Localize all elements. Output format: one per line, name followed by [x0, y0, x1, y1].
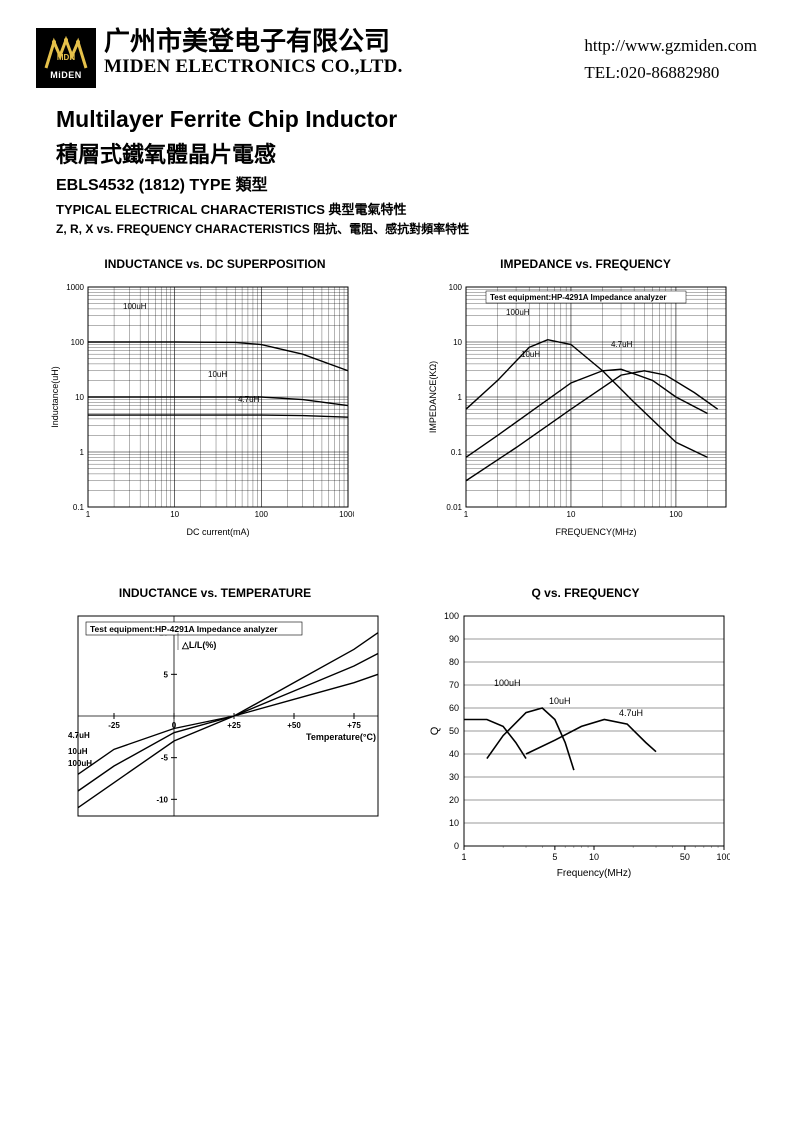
- svg-text:+50: +50: [287, 721, 301, 730]
- svg-text:100uH: 100uH: [506, 308, 530, 317]
- svg-text:0.01: 0.01: [446, 503, 462, 512]
- svg-text:Test equipment:HP-4291A Impeda: Test equipment:HP-4291A Impedance analyz…: [490, 293, 667, 302]
- svg-text:IMPEDANCE(KΩ): IMPEDANCE(KΩ): [428, 361, 438, 433]
- svg-text:1000: 1000: [339, 510, 354, 519]
- company-tel: TEL:020-86882980: [584, 59, 757, 86]
- company-name-en: MIDEN ELECTRONICS CO.,LTD.: [104, 57, 403, 78]
- svg-text:Temperature(°C): Temperature(°C): [306, 732, 376, 742]
- svg-text:20: 20: [449, 795, 459, 805]
- svg-text:90: 90: [449, 634, 459, 644]
- svg-text:1: 1: [464, 510, 469, 519]
- company-block: 广州市美登电子有限公司 MIDEN ELECTRONICS CO.,LTD.: [104, 28, 403, 77]
- chart2-cell: IMPEDANCE vs. FREQUENCY 1 10 100 0.01 0.1 1 10…: [424, 257, 747, 546]
- svg-text:0.1: 0.1: [73, 503, 85, 512]
- svg-text:Q: Q: [429, 726, 441, 735]
- header: MDN MiDEN 广州市美登电子有限公司 MIDEN ELECTRONICS …: [36, 28, 757, 88]
- titles: Multilayer Ferrite Chip Inductor 積層式鐵氧體晶…: [56, 106, 757, 237]
- chart1-title: INDUCTANCE vs. DC SUPERPOSITION: [46, 257, 384, 271]
- svg-text:4.7uH: 4.7uH: [619, 708, 643, 718]
- chart1-plot: 11010010000.11101001000100uH10uH4.7uHDC …: [46, 279, 384, 546]
- svg-text:80: 80: [449, 657, 459, 667]
- chart3-cell: INDUCTANCE vs. TEMPERATURE -250+25+50+75…: [46, 586, 384, 885]
- svg-text:100: 100: [71, 338, 85, 347]
- svg-text:1: 1: [80, 448, 85, 457]
- chart4-cell: Q vs. FREQUENCY 0 10 20 30 40 50 60 70 80 90 100 1 5…: [424, 586, 747, 885]
- svg-text:5: 5: [164, 670, 169, 679]
- svg-text:1: 1: [458, 393, 463, 402]
- svg-text:-10: -10: [156, 795, 168, 804]
- svg-text:50: 50: [680, 852, 690, 862]
- header-right: http://www.gzmiden.com TEL:020-86882980: [584, 28, 757, 86]
- svg-text:100: 100: [444, 611, 459, 621]
- svg-text:DC current(mA): DC current(mA): [186, 527, 249, 537]
- svg-text:60: 60: [449, 703, 459, 713]
- svg-text:40: 40: [449, 749, 459, 759]
- svg-text:100uH: 100uH: [494, 678, 521, 688]
- svg-text:4.7uH: 4.7uH: [238, 395, 260, 404]
- svg-text:10: 10: [453, 338, 462, 347]
- chart3-title: INDUCTANCE vs. TEMPERATURE: [46, 586, 384, 600]
- svg-text:-25: -25: [108, 721, 120, 730]
- svg-text:0.1: 0.1: [451, 448, 463, 457]
- svg-text:+25: +25: [227, 721, 241, 730]
- svg-text:10uH: 10uH: [208, 370, 227, 379]
- svg-text:10: 10: [170, 510, 179, 519]
- svg-text:-5: -5: [161, 754, 169, 763]
- title-char: TYPICAL ELECTRICAL CHARACTERISTICS 典型電氣特…: [56, 199, 757, 218]
- company-name-cn: 广州市美登电子有限公司: [104, 28, 403, 57]
- title-model: EBLS4532 (1812) TYPE 類型: [56, 171, 757, 195]
- chart3-plot: -250+25+50+75-10-5510Test equipment:HP-4…: [46, 608, 384, 831]
- svg-text:FREQUENCY(MHz): FREQUENCY(MHz): [556, 527, 637, 537]
- chart2-title: IMPEDANCE vs. FREQUENCY: [424, 257, 747, 271]
- logo-text: MiDEN: [50, 70, 82, 80]
- svg-text:1000: 1000: [66, 283, 84, 292]
- svg-text:5: 5: [552, 852, 557, 862]
- svg-text:10uH: 10uH: [68, 747, 88, 756]
- svg-text:Inductance(uH): Inductance(uH): [50, 366, 60, 428]
- svg-text:100: 100: [669, 510, 683, 519]
- svg-text:+75: +75: [347, 721, 361, 730]
- svg-text:100uH: 100uH: [123, 302, 147, 311]
- chart2-plot: 1 10 100 0.01 0.1 1 10 100 Test equipment:HP-429…: [424, 279, 747, 546]
- svg-text:1: 1: [461, 852, 466, 862]
- title-main: Multilayer Ferrite Chip Inductor: [56, 106, 757, 133]
- svg-text:10uH: 10uH: [549, 696, 571, 706]
- logo: MDN MiDEN: [36, 28, 96, 88]
- company-url: http://www.gzmiden.com: [584, 32, 757, 59]
- charts-grid: INDUCTANCE vs. DC SUPERPOSITION 11010010…: [36, 257, 757, 885]
- svg-text:100: 100: [449, 283, 463, 292]
- header-left: MDN MiDEN 广州市美登电子有限公司 MIDEN ELECTRONICS …: [36, 28, 403, 88]
- svg-text:100: 100: [716, 852, 730, 862]
- svg-text:△L/L(%): △L/L(%): [181, 640, 216, 650]
- svg-text:Frequency(MHz): Frequency(MHz): [557, 868, 631, 879]
- svg-text:50: 50: [449, 726, 459, 736]
- chart1-cell: INDUCTANCE vs. DC SUPERPOSITION 11010010…: [46, 257, 384, 546]
- svg-text:10uH: 10uH: [521, 350, 540, 359]
- svg-text:MDN: MDN: [57, 53, 75, 62]
- svg-text:4.7uH: 4.7uH: [611, 340, 633, 349]
- chart4-plot: 0 10 20 30 40 50 60 70 80 90 100 1 5 10 50 100 100uH 10uH…: [424, 608, 747, 885]
- svg-text:10: 10: [449, 818, 459, 828]
- svg-text:100: 100: [255, 510, 269, 519]
- svg-text:30: 30: [449, 772, 459, 782]
- chart4-title: Q vs. FREQUENCY: [424, 586, 747, 600]
- svg-text:4.7uH: 4.7uH: [68, 731, 90, 740]
- title-zrx: Z, R, X vs. FREQUENCY CHARACTERISTICS 阻抗…: [56, 220, 757, 237]
- title-cn: 積層式鐵氧體晶片電感: [56, 137, 757, 169]
- svg-text:10: 10: [589, 852, 599, 862]
- svg-text:0: 0: [454, 841, 459, 851]
- svg-text:10: 10: [75, 393, 84, 402]
- svg-text:Test equipment:HP-4291A Impeda: Test equipment:HP-4291A Impedance analyz…: [90, 624, 278, 634]
- svg-text:10: 10: [567, 510, 576, 519]
- svg-text:70: 70: [449, 680, 459, 690]
- svg-text:1: 1: [86, 510, 91, 519]
- svg-text:100uH: 100uH: [68, 759, 92, 768]
